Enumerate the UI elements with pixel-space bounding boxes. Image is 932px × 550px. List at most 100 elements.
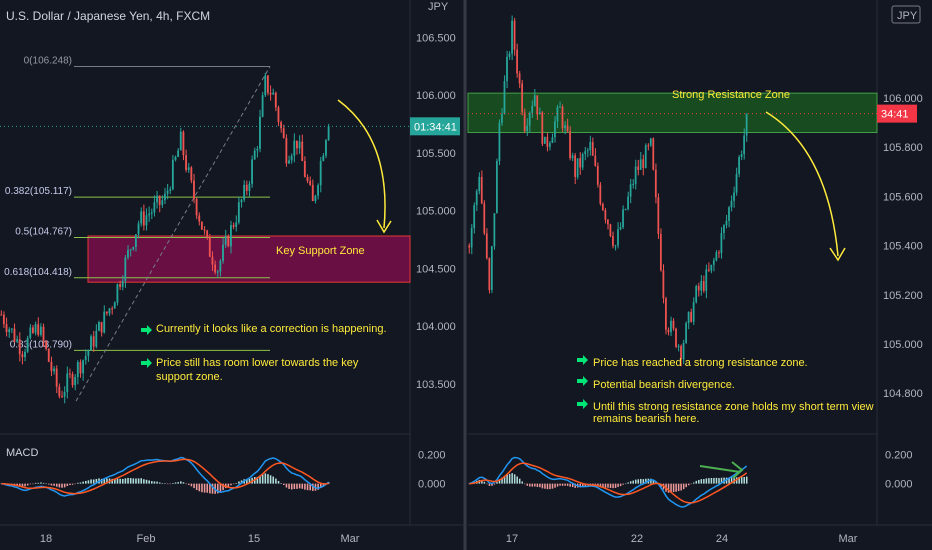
candle-body xyxy=(153,202,156,213)
macd-histogram-bar xyxy=(280,483,282,484)
macd-axis-tick-label: 0.200 xyxy=(418,450,446,462)
macd-histogram-bar xyxy=(541,483,544,489)
candle-body xyxy=(576,158,579,178)
candle-body xyxy=(2,314,5,325)
macd-histogram-bar xyxy=(283,483,285,486)
candle-body xyxy=(680,346,682,360)
current-price-tag xyxy=(410,117,460,136)
candle-body xyxy=(468,245,471,248)
candle-body xyxy=(319,160,322,186)
candle-body xyxy=(311,184,314,202)
macd-histogram-bar xyxy=(594,483,597,485)
candle-body xyxy=(647,145,650,147)
candle-body xyxy=(685,323,687,343)
price-axis-tick-label: 105.600 xyxy=(883,191,923,203)
candle-body xyxy=(0,314,3,316)
macd-histogram-bar xyxy=(619,483,622,487)
candle-body xyxy=(511,20,513,54)
candle-body xyxy=(541,112,544,144)
candle-body xyxy=(290,155,293,161)
macd-histogram-bar xyxy=(116,478,119,484)
candle-body xyxy=(659,233,662,271)
candle-body xyxy=(298,141,301,149)
macd-histogram-bar xyxy=(642,479,645,484)
candle-body xyxy=(574,155,576,178)
macd-histogram-bar xyxy=(230,483,232,486)
macd-histogram-bar xyxy=(718,478,720,484)
candle-body xyxy=(652,138,655,170)
support-zone xyxy=(87,235,411,283)
candle-body xyxy=(483,203,486,234)
macd-histogram-bar xyxy=(604,483,607,488)
candle-body xyxy=(166,190,169,194)
macd-histogram-bar xyxy=(569,483,571,487)
candle-body xyxy=(105,311,108,314)
macd-histogram-bar xyxy=(667,483,670,493)
macd-histogram-bar xyxy=(63,483,66,488)
green-arrow-icon xyxy=(577,376,588,386)
fib-level-label: 0(106.248) xyxy=(24,56,72,67)
candle-body xyxy=(269,92,272,95)
candle-body xyxy=(8,329,11,332)
candle-body xyxy=(145,215,148,226)
candle-body xyxy=(589,142,592,151)
candle-body xyxy=(256,148,259,151)
candle-body xyxy=(113,302,116,309)
price-axis-tick-label: 105.500 xyxy=(416,148,456,160)
macd-histogram-bar xyxy=(238,481,240,484)
candle-body xyxy=(156,195,158,203)
macd-histogram-bar xyxy=(629,481,632,484)
candle-body xyxy=(58,386,61,397)
right-currency-box[interactable] xyxy=(891,5,921,24)
candle-body xyxy=(224,235,227,245)
macd-histogram-bar xyxy=(95,478,98,484)
macd-histogram-bar xyxy=(612,483,614,489)
candle-body xyxy=(612,235,614,246)
candle-body xyxy=(705,269,708,291)
macd-histogram-bar xyxy=(301,483,304,489)
candle-body xyxy=(137,223,140,235)
right-note-text-4: remains bearish here. xyxy=(593,413,699,425)
time-axis-tick-label: Feb xyxy=(137,533,156,545)
candle-body xyxy=(662,270,665,299)
candle-body xyxy=(63,392,66,397)
candle-body xyxy=(84,355,87,361)
candle-body xyxy=(546,136,549,147)
macd-histogram-bar xyxy=(161,483,164,484)
candle-body xyxy=(738,156,740,174)
macd-histogram-bar xyxy=(169,483,172,485)
macd-histogram-bar xyxy=(705,478,708,484)
candle-body xyxy=(198,215,201,222)
divergence-arrowhead-icon xyxy=(731,461,744,479)
macd-histogram-bar xyxy=(602,483,604,488)
candle-body xyxy=(61,396,63,398)
macd-histogram-bar xyxy=(124,478,127,484)
candle-body xyxy=(632,184,634,186)
candle-body xyxy=(303,161,306,178)
macd-histogram-bar xyxy=(127,477,129,484)
macd-histogram-bar xyxy=(198,483,201,492)
candle-body xyxy=(470,227,473,248)
candle-body xyxy=(108,308,111,314)
candle-body xyxy=(208,236,211,257)
macd-histogram-bar xyxy=(148,480,150,484)
right-projection-arrow xyxy=(765,111,839,257)
macd-histogram-bar xyxy=(185,483,187,485)
candle-body xyxy=(90,336,92,351)
macd-histogram-bar xyxy=(259,475,261,484)
candle-body xyxy=(516,49,518,74)
macd-histogram-bar xyxy=(730,477,733,484)
macd-histogram-bar xyxy=(607,483,609,488)
candle-body xyxy=(594,155,597,166)
macd-histogram-bar xyxy=(617,483,619,488)
candle-body xyxy=(543,136,546,144)
macd-histogram-bar xyxy=(624,483,627,485)
macd-histogram-bar xyxy=(622,483,624,485)
macd-histogram-bar xyxy=(503,475,506,484)
green-arrow-icon xyxy=(141,325,152,335)
green-arrow-icon xyxy=(577,355,588,365)
right-note-2: Potential bearish divergence. xyxy=(577,376,735,391)
candle-body xyxy=(488,258,491,290)
candle-body xyxy=(654,169,657,198)
